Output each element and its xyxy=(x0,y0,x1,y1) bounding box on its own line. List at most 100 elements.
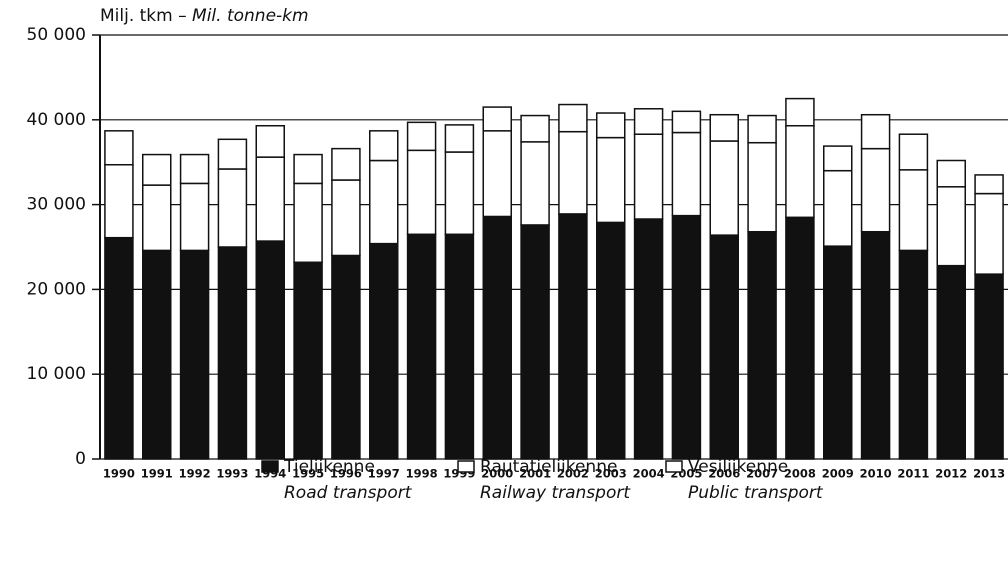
bar-segment xyxy=(179,249,210,460)
bar-segment xyxy=(331,179,361,257)
legend-label-en: Public transport xyxy=(688,483,824,503)
x-tick-label: 2007 xyxy=(746,467,778,481)
bar-segment xyxy=(369,242,399,460)
bar-segment xyxy=(936,159,966,188)
bar-segment xyxy=(331,254,361,460)
bar-segment xyxy=(179,153,210,185)
bar-segment xyxy=(709,234,739,460)
bar-segment xyxy=(142,184,172,252)
bar-segment xyxy=(142,249,172,460)
y-title: Milj. tkm – Mil. tonne-km xyxy=(100,6,309,26)
bar-segment xyxy=(179,182,210,252)
bar-segment xyxy=(558,130,588,215)
bar-segment xyxy=(823,169,853,247)
legend-label: Vesiliikenne xyxy=(688,457,788,477)
bar-segment xyxy=(633,108,664,135)
bar-segment xyxy=(217,168,248,248)
bar-segment xyxy=(444,151,475,236)
bar-segment xyxy=(898,249,929,460)
bar-segment xyxy=(785,97,815,127)
bar-segment xyxy=(293,261,323,460)
bar-segment xyxy=(860,113,891,150)
bar-segment xyxy=(709,140,739,236)
bar-segment xyxy=(104,130,134,166)
bar-segment xyxy=(369,159,399,245)
bar-segment xyxy=(785,216,815,460)
x-tick-label: 2011 xyxy=(897,467,929,481)
legend-label-en: Railway transport xyxy=(480,483,631,503)
bar-segment xyxy=(974,174,1004,195)
x-tick-label: 2008 xyxy=(784,467,816,481)
bar-segment xyxy=(823,145,853,172)
bar-segment xyxy=(558,213,588,460)
bar-segment xyxy=(898,133,929,171)
bar-segment xyxy=(104,163,134,239)
y-title-fi: Milj. tkm – xyxy=(100,6,187,26)
bar-segment xyxy=(406,233,437,460)
bar-segment xyxy=(482,215,512,460)
bar-segment xyxy=(520,114,550,143)
y-title-en: Mil. tonne-km xyxy=(192,6,309,26)
x-tick-label: 2000 xyxy=(481,467,513,481)
y-tick-label: 20 000 xyxy=(27,279,86,299)
bar-segment xyxy=(671,110,702,134)
bar-segment xyxy=(747,230,777,460)
x-tick-label: 2002 xyxy=(557,467,589,481)
bar-segment xyxy=(520,224,550,460)
bar-segment xyxy=(823,245,853,460)
legend-label-en: Road transport xyxy=(284,483,413,503)
x-tick-label: 1993 xyxy=(216,467,248,481)
bar-segment xyxy=(255,156,285,242)
legend-swatch xyxy=(261,460,279,473)
x-tick-label: 2006 xyxy=(708,467,740,481)
bar-segment xyxy=(671,131,702,217)
bar-segment xyxy=(860,230,891,460)
bar-segment xyxy=(974,273,1004,460)
bar-segment xyxy=(633,218,664,460)
bar-segment xyxy=(444,124,475,153)
x-tick-label: 2012 xyxy=(935,467,967,481)
bar-segment xyxy=(860,147,891,233)
x-tick-label: 2003 xyxy=(595,467,627,481)
y-tick-label: 0 xyxy=(75,449,86,469)
bar-segment xyxy=(142,153,172,186)
x-tick-label: 2004 xyxy=(633,467,665,481)
y-tick-label: 30 000 xyxy=(27,195,86,215)
legend-swatch xyxy=(457,460,475,473)
y-tick-label: 10 000 xyxy=(27,364,86,384)
bar-segment xyxy=(444,233,475,460)
bar-segment xyxy=(369,130,399,162)
y-tick-label: 40 000 xyxy=(27,110,86,130)
x-tick-label: 1992 xyxy=(179,467,211,481)
x-tick-label: 1991 xyxy=(141,467,173,481)
bar-segment xyxy=(104,236,134,460)
bar-segment xyxy=(255,124,285,158)
bar-segment xyxy=(558,103,588,133)
y-tick-label: 50 000 xyxy=(27,25,86,45)
x-tick-label: 2010 xyxy=(860,467,892,481)
bar-segment xyxy=(482,106,512,132)
x-tick-label: 2001 xyxy=(519,467,551,481)
bar-segment xyxy=(898,169,929,252)
x-tick-label: 1998 xyxy=(406,467,438,481)
bar-segment xyxy=(293,182,323,264)
bar-segment xyxy=(747,141,777,233)
bar-segment xyxy=(406,121,437,152)
bar-segment xyxy=(596,221,626,460)
bar-segment xyxy=(482,130,512,218)
x-tick-label: 1995 xyxy=(292,467,324,481)
x-tick-label: 1997 xyxy=(368,467,400,481)
bar-segment xyxy=(217,138,248,170)
bar-segment xyxy=(974,192,1004,275)
bar-segment xyxy=(709,113,739,142)
bar-segment xyxy=(596,136,626,224)
bar-segment xyxy=(331,147,361,181)
legend-label: Tieliikenne xyxy=(283,457,375,477)
bar-segment xyxy=(596,112,626,139)
x-tick-label: 2009 xyxy=(822,467,854,481)
x-tick-label: 1990 xyxy=(103,467,135,481)
x-tick-label: 1996 xyxy=(330,467,362,481)
legend-label: Rautatieliikenne xyxy=(480,457,617,477)
bar-segment xyxy=(747,114,777,144)
